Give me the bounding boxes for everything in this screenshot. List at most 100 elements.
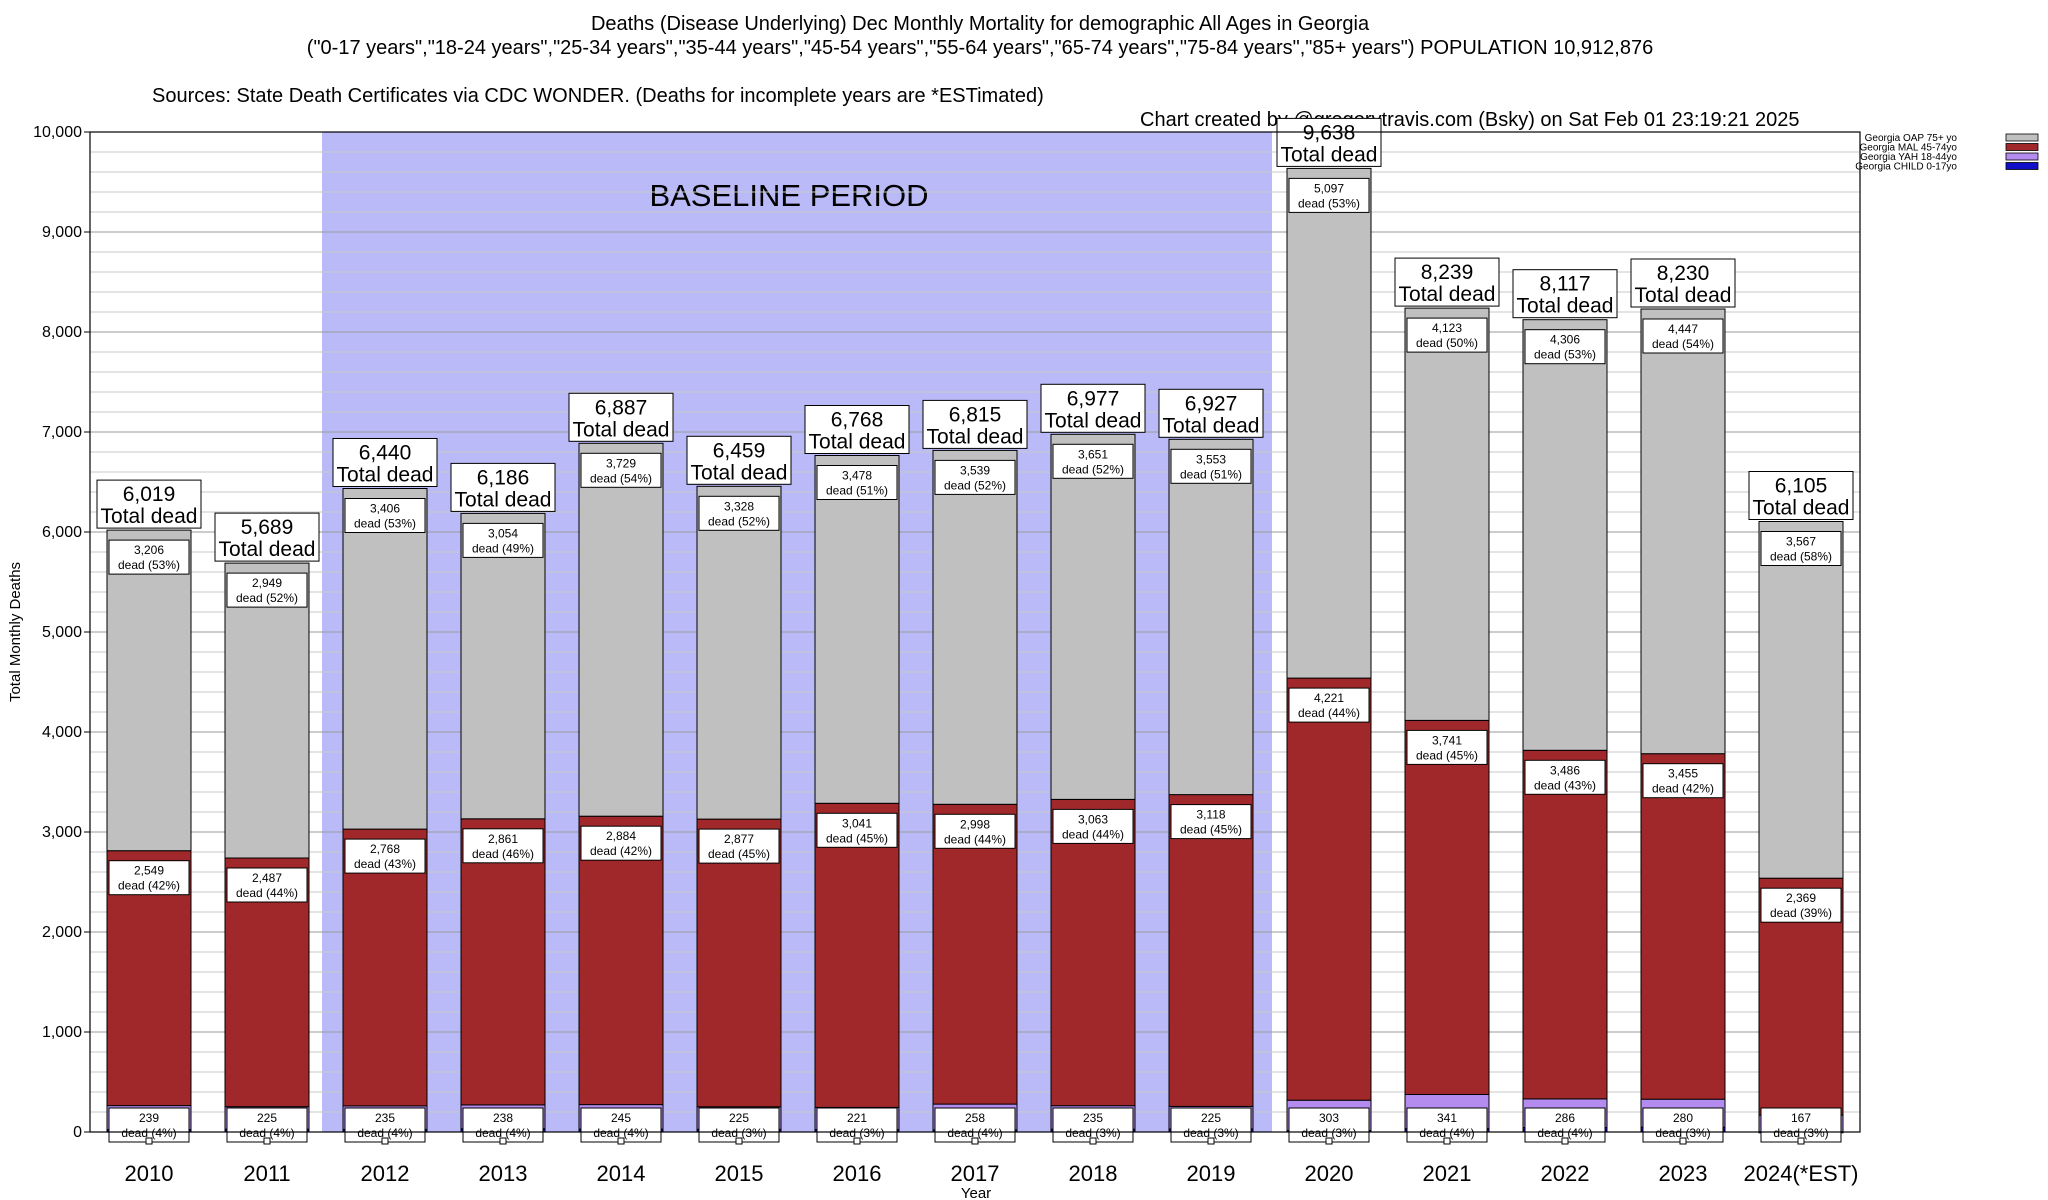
oap-label-value: 4,447: [1668, 322, 1698, 336]
total-label-value: 6,815: [949, 403, 1002, 426]
total-label-value: 6,887: [595, 396, 648, 419]
total-label-box: [568, 392, 674, 442]
yah-label-box: [462, 1107, 544, 1143]
mal-label-pct: dead (42%): [118, 879, 180, 893]
oap-label-box: [344, 498, 426, 533]
total-label-suffix: Total dead: [1045, 409, 1142, 432]
bar-mal: [342, 828, 428, 1107]
yah-label-value: 245: [611, 1111, 631, 1125]
total-label-value: 6,977: [1067, 387, 1120, 410]
ytick-label: 3,000: [42, 824, 82, 841]
oap-label-box: [1406, 317, 1488, 353]
yah-label-pct: dead (3%): [829, 1126, 884, 1140]
yah-label-box: [1288, 1107, 1370, 1143]
legend-entry-label: Georgia MAL 45-74yo: [1860, 143, 1958, 154]
bar-oap: [1286, 167, 1372, 679]
yah-label-box: [698, 1107, 780, 1143]
oap-label-pct: dead (53%): [354, 517, 416, 531]
ytick-label: 7,000: [42, 424, 82, 441]
oap-label-value: 3,328: [724, 499, 754, 513]
mal-label-pct: dead (44%): [1062, 827, 1124, 841]
ytick-label: 8,000: [42, 324, 82, 341]
mal-label-pct: dead (45%): [708, 847, 770, 861]
xtick-label: 2012: [361, 1161, 410, 1186]
yah-label-value: 280: [1673, 1111, 1693, 1125]
mal-label-value: 3,455: [1668, 767, 1698, 781]
yah-label-value: 235: [1083, 1111, 1103, 1125]
total-label-box: [1630, 258, 1736, 308]
chart-title: Deaths (Disease Underlying) Dec Monthly …: [590, 13, 1370, 35]
xtick-label: 2011: [243, 1161, 290, 1186]
xtick-label: 2019: [1187, 1161, 1236, 1186]
oap-label-value: 3,553: [1196, 452, 1226, 466]
yah-label-box: [1642, 1107, 1724, 1143]
bar-oap: [932, 449, 1018, 805]
oap-label-value: 3,651: [1078, 447, 1108, 461]
total-label-value: 8,117: [1540, 273, 1591, 296]
oap-label-value: 3,729: [606, 456, 636, 470]
total-label-box: [1512, 269, 1618, 319]
child-marker: [1325, 1137, 1333, 1145]
mal-label-value: 2,877: [724, 832, 754, 846]
bar-oap: [814, 455, 900, 804]
oap-label-box: [1288, 177, 1370, 213]
ytick-label: 9,000: [42, 224, 82, 241]
oap-label-pct: dead (52%): [236, 591, 298, 605]
mal-label-pct: dead (44%): [944, 832, 1006, 846]
total-label-value: 8,239: [1421, 261, 1474, 284]
total-label-box: [214, 512, 320, 562]
mal-label-pct: dead (39%): [1770, 906, 1832, 920]
mal-label-value: 2,998: [960, 817, 990, 831]
oap-label-value: 3,539: [960, 463, 990, 477]
ytick-label: 10,000: [33, 124, 82, 141]
xtick-label: 2023: [1659, 1161, 1708, 1186]
mal-label-value: 2,487: [252, 871, 282, 885]
oap-label-value: 4,123: [1432, 321, 1462, 335]
child-marker: [263, 1137, 271, 1145]
child-marker: [1561, 1137, 1569, 1145]
yah-label-value: 225: [729, 1111, 749, 1125]
oap-label-value: 2,949: [252, 576, 282, 590]
oap-label-box: [816, 465, 898, 500]
oap-label-value: 3,206: [134, 543, 164, 557]
xtick-label: 2017: [951, 1161, 1000, 1186]
yah-label-pct: dead (3%): [1655, 1126, 1710, 1140]
total-label-value: 6,459: [713, 439, 766, 462]
ytick-label: 6,000: [42, 524, 82, 541]
xtick-label: 2024(*EST): [1744, 1161, 1859, 1186]
total-label-box: [1394, 257, 1500, 307]
mal-label-box: [816, 812, 898, 848]
total-label-suffix: Total dead: [809, 431, 906, 454]
xtick-label: 2013: [479, 1161, 528, 1186]
ytick-label: 1,000: [42, 1024, 82, 1041]
mal-label-value: 2,861: [488, 832, 518, 846]
bar-oap: [460, 512, 546, 820]
child-marker: [499, 1137, 507, 1145]
total-label-suffix: Total dead: [1635, 284, 1732, 307]
bar-mal: [932, 803, 1018, 1105]
bar-oap: [1050, 433, 1136, 800]
yah-label-pct: dead (4%): [1537, 1126, 1592, 1140]
ytick-label: 2,000: [42, 924, 82, 941]
oap-label-box: [226, 572, 308, 608]
yah-label-pct: dead (4%): [239, 1126, 294, 1140]
yah-label-value: 303: [1319, 1111, 1339, 1125]
oap-label-pct: dead (51%): [1180, 467, 1242, 481]
oap-label-pct: dead (53%): [1298, 196, 1360, 210]
child-marker: [1089, 1137, 1097, 1145]
xtick-label: 2021: [1423, 1161, 1472, 1186]
